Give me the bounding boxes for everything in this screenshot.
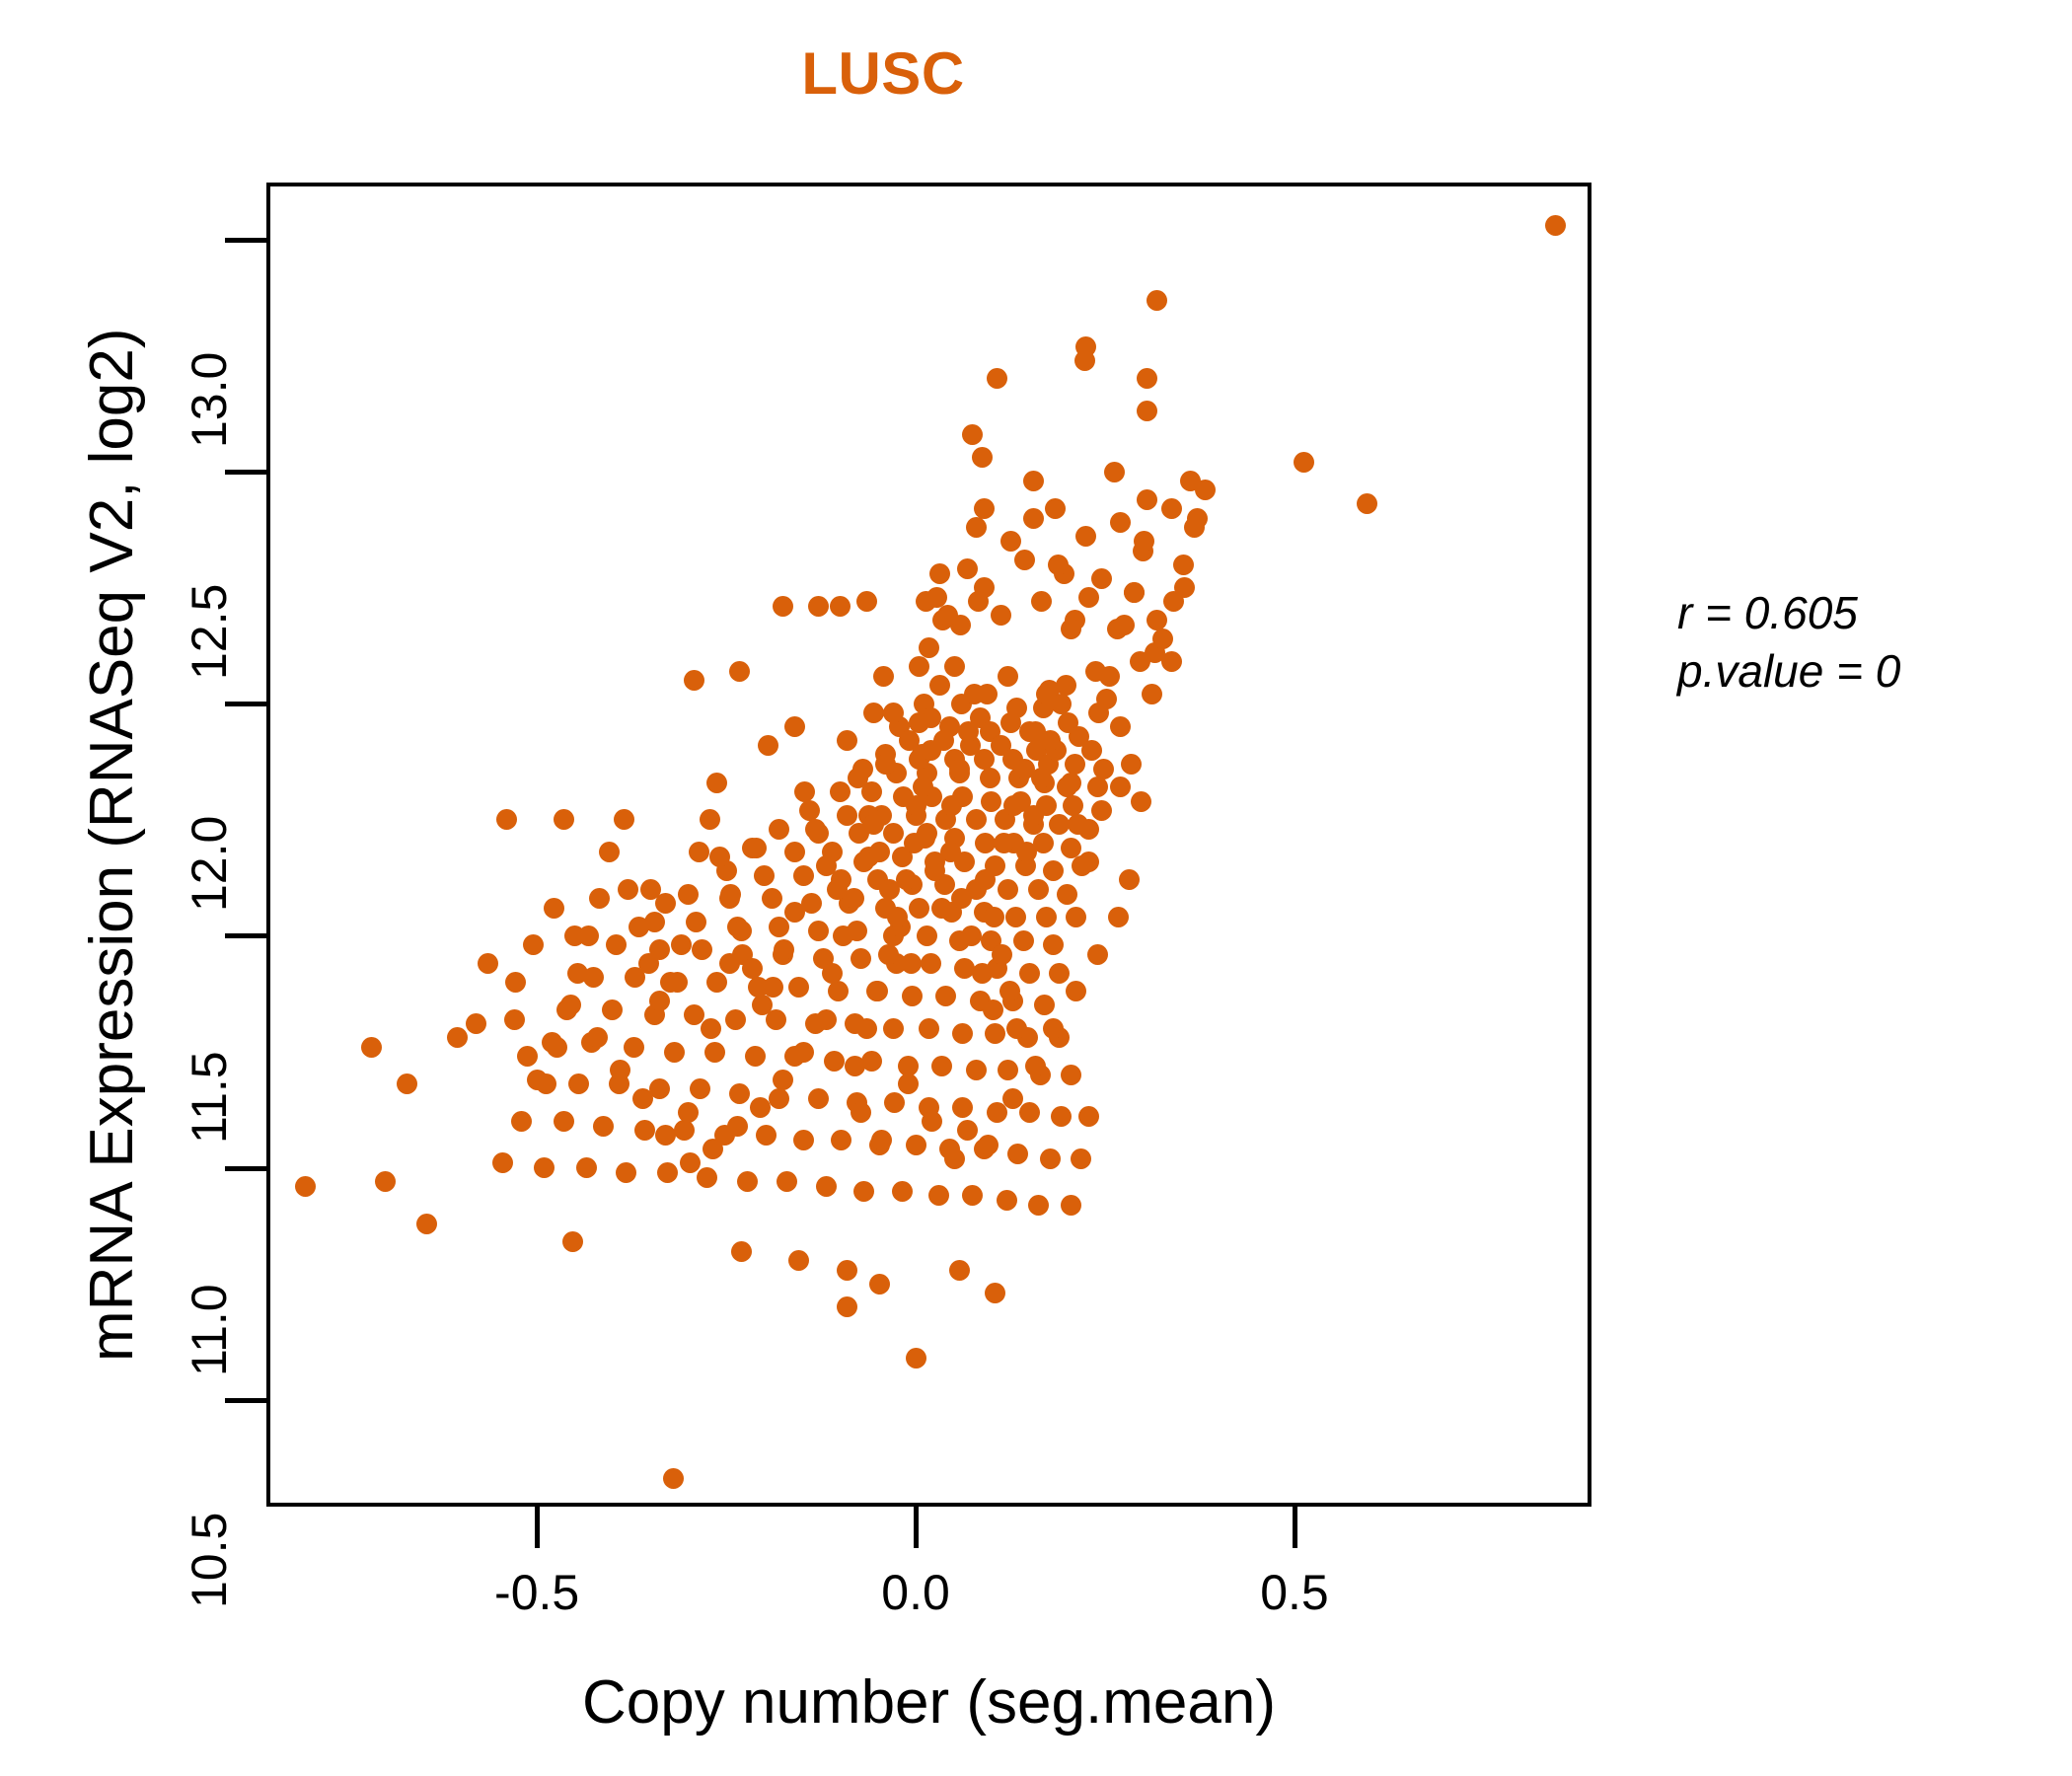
y-tick-label: 13.0 xyxy=(182,351,237,448)
p-value: p.value = 0 xyxy=(1677,644,1901,697)
x-tick-mark xyxy=(914,1507,920,1548)
y-tick-mark xyxy=(225,933,266,939)
y-tick-label: 12.0 xyxy=(182,815,237,913)
x-tick-label: 0.0 xyxy=(881,1565,950,1620)
x-axis-label: Copy number (seg.mean) xyxy=(582,1668,1276,1737)
y-tick-mark xyxy=(225,702,266,707)
statistics-annotation: r = 0.605 p.value = 0 xyxy=(1677,584,1900,701)
y-tick-label: 12.5 xyxy=(182,583,237,681)
y-tick-label: 11.0 xyxy=(182,1284,237,1376)
y-tick-label: 11.5 xyxy=(182,1051,237,1145)
x-tick-label: -0.5 xyxy=(494,1565,580,1620)
y-tick-mark xyxy=(225,1397,266,1403)
y-tick-label: 10.5 xyxy=(182,1512,237,1608)
plot-frame xyxy=(266,183,1591,1507)
chart-title: LUSC xyxy=(801,40,965,107)
y-tick-mark xyxy=(225,470,266,476)
correlation-value: r = 0.605 xyxy=(1677,587,1858,638)
y-tick-mark xyxy=(225,237,266,243)
y-axis-label: mRNA Expression (RNASeq V2, log2) xyxy=(78,328,146,1362)
x-tick-mark xyxy=(1292,1507,1297,1548)
y-tick-mark xyxy=(225,1165,266,1171)
x-tick-label: 0.5 xyxy=(1260,1565,1329,1620)
x-tick-mark xyxy=(535,1507,541,1548)
